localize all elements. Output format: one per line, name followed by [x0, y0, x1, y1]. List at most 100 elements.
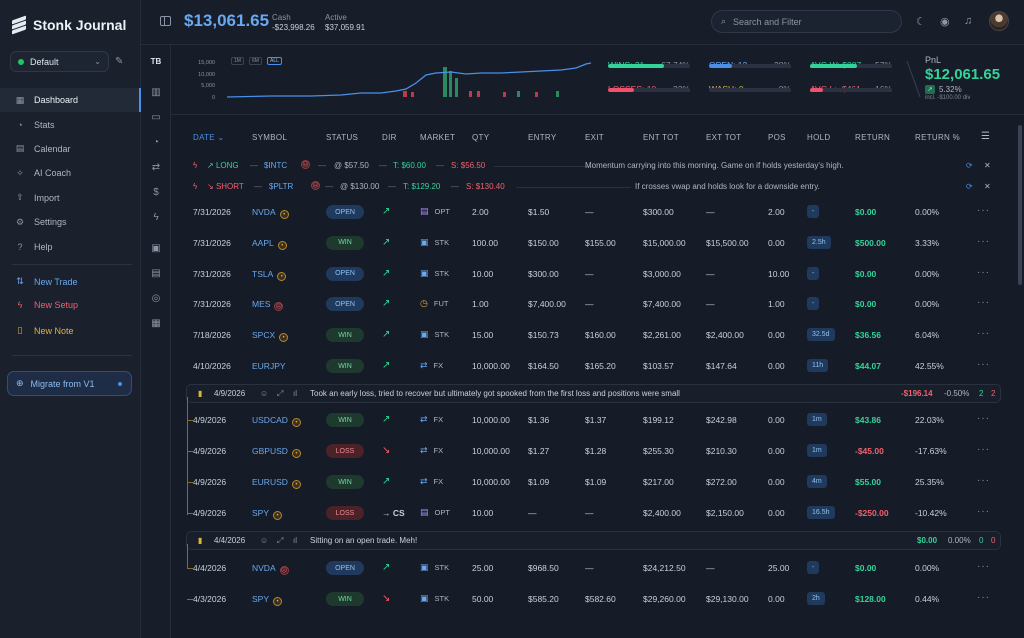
nav-item-help[interactable]: ? Help: [0, 234, 141, 258]
more-options-icon[interactable]: ···: [977, 235, 990, 247]
cell-qty: 10.00: [472, 508, 494, 518]
nav-item-calendar[interactable]: ▤ Calendar: [0, 137, 141, 161]
opt-icon: ▤: [420, 206, 429, 216]
cash-value: -$23,998.26: [272, 23, 315, 32]
status-badge: LOSS: [326, 444, 364, 458]
group-header[interactable]: ▮ 4/9/2026 ☺ ⤢ ıl Took an early loss, tr…: [186, 384, 1001, 403]
table-row[interactable]: 7/31/2026 NVDA • OPEN ↗ ▤ OPT 2.00 $1.50 — $300.00…: [171, 197, 1001, 227]
more-options-icon[interactable]: ···: [977, 266, 990, 278]
col-return-pct[interactable]: RETURN %: [915, 133, 961, 142]
cell-ret-pct: 3.33%: [915, 237, 940, 248]
col-date[interactable]: DATE ⌄: [193, 133, 225, 142]
cell-exit: —: [585, 508, 594, 518]
col-ent-tot[interactable]: ENT TOT: [643, 133, 679, 142]
new-trade-button[interactable]: ⇅ New Trade: [15, 276, 77, 287]
nav-item-import[interactable]: ⇪ Import: [0, 186, 141, 210]
edit-icon[interactable]: ✎: [115, 56, 124, 67]
stk-icon: ▣: [420, 267, 429, 278]
scrollbar[interactable]: [1018, 125, 1022, 285]
brand[interactable]: Stonk Journal: [12, 14, 126, 36]
col-return[interactable]: RETURN: [855, 133, 891, 142]
nav-item-dashboard[interactable]: ▦ Dashboard: [0, 88, 141, 113]
refresh-icon[interactable]: ⟳: [966, 182, 973, 191]
col-dir[interactable]: DIR: [382, 133, 397, 142]
table-row[interactable]: 4/9/2026 EURUSD • WIN ↗ ⇄ FX 10,000.00 $1.09 $1.0…: [171, 467, 1001, 497]
col-status[interactable]: STATUS: [326, 133, 359, 142]
presentation-icon[interactable]: ▣: [151, 243, 161, 254]
range-all-button[interactable]: ALL: [267, 57, 282, 65]
col-ext-tot[interactable]: EXT TOT: [706, 133, 742, 142]
table-row[interactable]: 4/3/2026 SPY • WIN ↘ ▣ STK 50.00 $585.20 $582.60 $…: [171, 584, 1001, 614]
rail-label[interactable]: TB: [150, 57, 162, 66]
range-1m-button[interactable]: 1M: [231, 57, 244, 65]
screen-icon[interactable]: ▭: [151, 112, 161, 123]
more-options-icon[interactable]: ···: [977, 444, 990, 455]
table-row[interactable]: 7/31/2026 MES ☹ OPEN ↗ ◷ FUT 1.00 $7,400.00 — $7,4…: [171, 289, 1001, 319]
moon-icon[interactable]: ☾: [916, 16, 926, 28]
sad-face-icon: ☹: [274, 302, 284, 312]
table-row[interactable]: 4/9/2026 GBPUSD • LOSS ↘ ⇄ FX 10,000.00 $1.27 $1.…: [171, 436, 1001, 466]
more-options-icon[interactable]: ···: [977, 592, 990, 603]
table-row[interactable]: 7/18/2026 SPCX • WIN ↗ ▣ STK 15.00 $150.73 $160.0…: [171, 320, 1001, 350]
table-row[interactable]: 4/9/2026 USDCAD • WIN ↗ ⇄ FX 10,000.00 $1.36 $1.3…: [171, 405, 1001, 435]
setup-row[interactable]: ϟ ↘ SHORT — $PLTR ☹ — @ $130.00 — T: $12…: [189, 177, 1001, 197]
more-options-icon[interactable]: ···: [977, 328, 990, 340]
new-setup-button[interactable]: ϟ New Setup: [15, 300, 78, 310]
nav-item-settings[interactable]: ⚙ Settings: [0, 210, 141, 234]
expand-icon[interactable]: ⤢: [277, 536, 284, 545]
more-options-icon[interactable]: ···: [977, 561, 990, 572]
new-note-button[interactable]: ▯ New Note: [15, 325, 74, 336]
more-options-icon[interactable]: ···: [977, 413, 990, 424]
col-hold[interactable]: HOLD: [807, 133, 831, 142]
dollar-icon[interactable]: $: [153, 187, 159, 198]
expand-icon[interactable]: ⤢: [277, 389, 284, 398]
search-input[interactable]: [733, 16, 884, 27]
more-options-icon[interactable]: ···: [977, 506, 990, 517]
close-icon[interactable]: ✕: [984, 182, 991, 191]
more-options-icon[interactable]: ···: [977, 297, 990, 309]
col-qty[interactable]: QTY: [472, 133, 490, 142]
sidebar-toggle-icon[interactable]: [160, 16, 171, 26]
close-icon[interactable]: ✕: [984, 161, 991, 170]
range-6m-button[interactable]: 6M: [249, 57, 262, 65]
grid-icon[interactable]: ▦: [151, 318, 161, 329]
cell-entry: $164.50: [528, 361, 559, 371]
nav-item-stats[interactable]: ◔ Stats: [0, 112, 141, 136]
table-row[interactable]: 7/31/2026 AAPL • WIN ↗ ▣ STK 100.00 $150.00 $155.…: [171, 228, 1001, 258]
avatar[interactable]: [989, 11, 1009, 31]
col-symbol[interactable]: SYMBOL: [252, 133, 288, 142]
table-row[interactable]: 7/31/2026 TSLA • OPEN ↗ ▣ STK 10.00 $300.00 — $3,0…: [171, 259, 1001, 289]
col-market[interactable]: MARKET: [420, 133, 456, 142]
status-badge: WIN: [326, 413, 364, 427]
pie-chart-icon[interactable]: ◔: [152, 137, 160, 148]
table-row[interactable]: 4/9/2026 SPY • LOSS → CS ▤ OPT 10.00 — — $2,400.00…: [171, 498, 1001, 528]
table-row[interactable]: 4/10/2026 EURJPY WIN ↗ ⇄ FX 10,000.00 $164.50 $1…: [171, 351, 1001, 381]
col-exit[interactable]: EXIT: [585, 133, 604, 142]
help-icon: ?: [17, 241, 23, 252]
group-header[interactable]: ▮ 4/4/2026 ☺ ⤢ ıl Sitting on an open tra…: [186, 531, 1001, 550]
setup-symbol: $PLTR: [269, 182, 294, 191]
col-entry[interactable]: ENTRY: [528, 133, 557, 142]
setup-stop: S: $56.50: [451, 161, 486, 170]
nav-item-ai-coach[interactable]: ✧ AI Coach: [0, 161, 141, 185]
refresh-icon[interactable]: ⟳: [966, 161, 973, 170]
col-pos[interactable]: POS: [768, 133, 786, 142]
search-bar[interactable]: ⌕: [711, 10, 902, 33]
swap-icon[interactable]: ⇄: [151, 162, 161, 173]
bolt-icon[interactable]: ϟ: [153, 212, 159, 223]
journal-icon[interactable]: ▥: [151, 87, 161, 98]
more-options-icon[interactable]: ···: [977, 205, 990, 216]
broadcast-icon[interactable]: ◎: [151, 293, 161, 304]
grid-icon: ▦: [15, 94, 25, 105]
account-select[interactable]: Default ⌄: [10, 51, 109, 72]
calendar-icon[interactable]: ▤: [151, 268, 161, 279]
eye-icon[interactable]: ◉: [940, 16, 950, 28]
bell-icon[interactable]: ♫: [964, 15, 973, 27]
migrate-button[interactable]: ⊕ Migrate from V1: [7, 371, 132, 396]
more-options-icon[interactable]: ···: [977, 359, 990, 370]
more-options-icon[interactable]: ···: [977, 475, 990, 486]
setup-row[interactable]: ϟ ↗ LONG — $INTC ☹ — @ $57.50 — T: $60.0…: [189, 156, 1001, 176]
table-row[interactable]: 4/4/2026 NVDA ☹ OPEN ↗ ▣ STK 25.00 $968.50 — $24,2…: [171, 553, 1001, 583]
column-settings-icon[interactable]: ☰: [981, 131, 990, 142]
cell-exit: $1.09: [585, 477, 607, 487]
